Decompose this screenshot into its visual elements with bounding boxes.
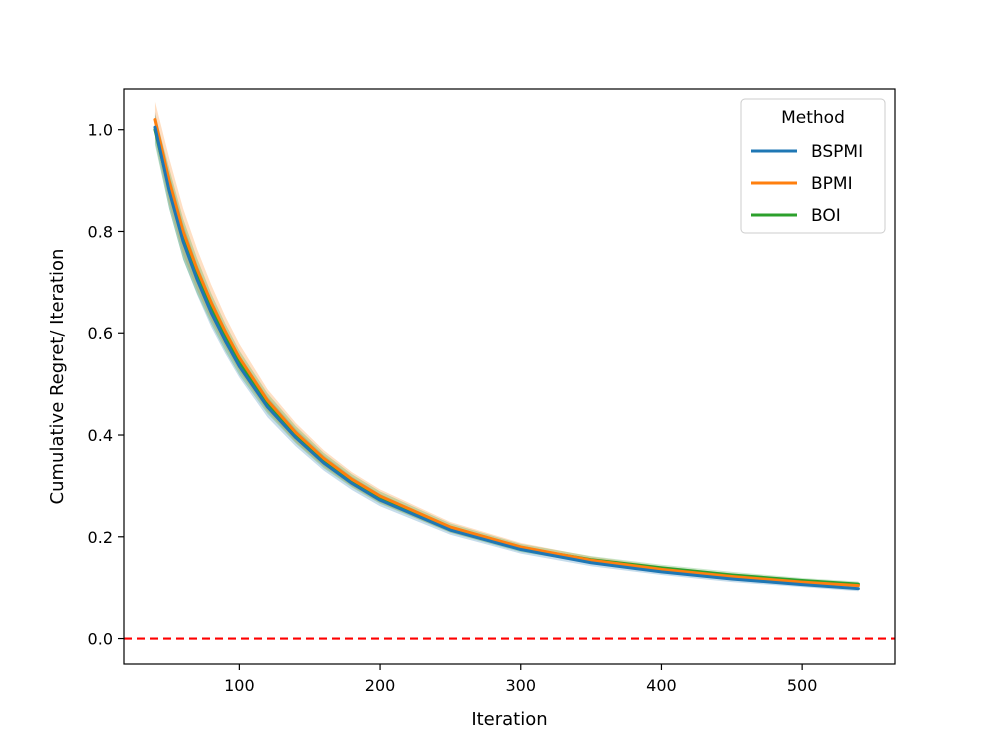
- y-tick-label: 0.4: [88, 426, 113, 445]
- legend-title: Method: [781, 108, 845, 128]
- band-bspmi: [154, 111, 859, 592]
- series-line-bpmi: [153, 118, 860, 588]
- y-tick-label: 0.6: [88, 324, 113, 343]
- legend-label-bspmi: BSPMI: [811, 142, 863, 162]
- y-tick-label: 0.8: [88, 222, 113, 241]
- series-line-bspmi: [153, 125, 860, 591]
- legend: Method BSPMI BPMI BOI: [740, 98, 886, 234]
- axes: 100 200 300 400 500 0.0 0.2 0.4 0.6 0.8 1.0 Iterati…: [47, 88, 896, 730]
- y-tick-label: 1.0: [88, 121, 113, 140]
- y-tick-label: 0.2: [88, 528, 113, 547]
- legend-label-boi: BOI: [811, 206, 841, 226]
- axes-frame: [123, 88, 896, 665]
- x-axis-label: Iteration: [471, 709, 547, 730]
- y-axis-label: Cumulative Regret/ Iteration: [47, 249, 68, 505]
- plot-area: [124, 101, 895, 640]
- x-tick-label: 200: [365, 676, 396, 695]
- x-tick-label: 500: [787, 676, 818, 695]
- legend-label-bpmi: BPMI: [811, 174, 853, 194]
- y-tick-label: 0.0: [88, 630, 113, 649]
- x-tick-label: 300: [505, 676, 536, 695]
- x-tick-label: 100: [224, 676, 255, 695]
- legend-box: [740, 98, 886, 234]
- x-tick-label: 400: [646, 676, 677, 695]
